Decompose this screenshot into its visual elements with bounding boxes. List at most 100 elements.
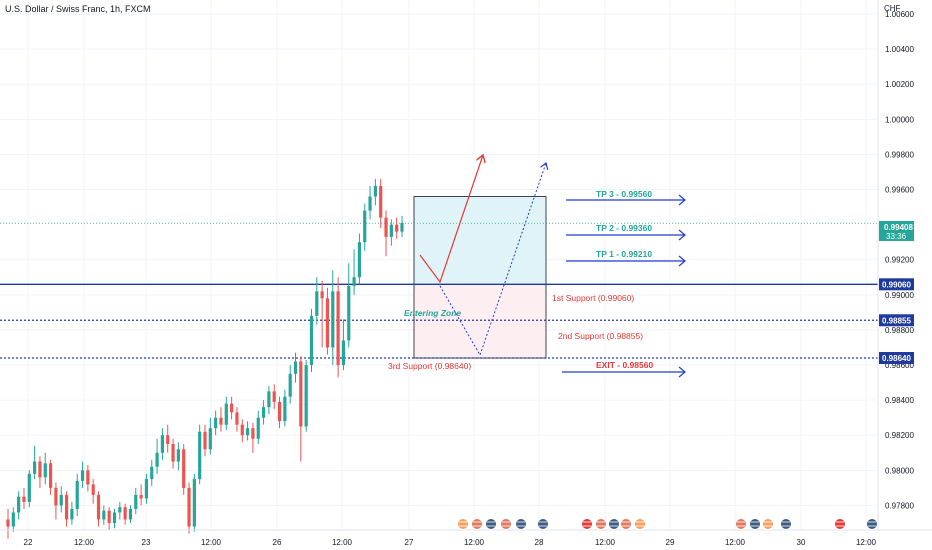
y-tick-label: 0.99800 [885,150,914,159]
candle-body [389,224,393,237]
y-tick-label: 0.98000 [885,466,914,475]
candle-body [251,428,255,439]
support3-label: 3rd Support (0.98640) [388,361,471,371]
economic-events [457,518,878,530]
y-tick-label: 0.97800 [885,501,914,510]
x-tick-label: 12:00 [201,538,222,547]
candles [6,179,404,539]
candle-body [208,428,212,450]
x-tick-label: 22 [24,538,33,547]
price-axis: CHF 1.00600 1.00400 1.00200 1.00000 0.99800 0… [877,0,914,530]
support1-label: 1st Support (0.99060) [552,293,634,303]
candle-body [224,403,228,425]
y-tick-label: 0.98800 [885,326,914,335]
scenario-arrows [419,155,546,357]
candle-body [112,512,117,523]
candle-body [214,417,218,429]
candle-body [272,391,276,402]
candle-body [38,461,42,478]
level-badge [879,314,914,327]
candle-body [171,444,175,462]
candle-body [299,361,303,427]
candle-body [70,508,74,520]
candle-body [336,291,340,366]
candle-body [48,463,53,488]
price-levels [0,222,878,359]
tp1-label: TP 1 - 0.99210 [596,249,652,259]
candle-body [379,186,383,218]
event-flag-icon [749,518,761,530]
y-tick-label: 0.98600 [885,361,914,370]
event-flag-icon [762,518,774,530]
x-tick-label: 12:00 [74,538,95,547]
entering-zone-label: Entering Zone [404,308,461,318]
candle-body [288,373,292,397]
time-axis: 22 12:00 23 12:00 26 12:00 27 12:00 28 12:00 29 12:… [0,529,932,547]
exit-label: EXIT - 0.98560 [596,360,653,370]
tp3-arrow-head [678,194,686,206]
trade-zone [413,196,547,359]
candle-body [395,224,399,232]
event-flag-icon [866,518,878,530]
candle-body [331,291,335,348]
tp1-arrow-head [678,255,686,267]
candle-body [182,449,186,488]
candle-body [219,417,223,425]
level-badge-label: 0.98640 [882,354,911,363]
x-tick-label: 23 [142,538,151,547]
take-profit-zone [414,196,546,285]
current-price: 0.99408 [884,223,913,232]
candle-body [17,496,21,513]
x-tick-label: 30 [797,538,806,547]
x-tick-label: 12:00 [464,538,485,547]
event-flag-icon [485,518,497,530]
candle-body [102,510,106,520]
candle-body [363,210,367,243]
y-tick-label: 0.99200 [885,256,914,265]
candle-body [22,496,26,502]
candle-body [155,452,159,467]
candle-body [320,291,324,299]
level-badge-label: 0.98855 [882,316,911,325]
candle-body [150,466,154,480]
event-flag-icon [457,518,469,530]
candle-body [54,487,58,506]
x-tick-label: 26 [273,538,282,547]
candle-body [6,519,10,527]
candle-body [11,512,15,527]
candle-body [325,298,330,348]
candle-body [357,242,362,278]
candle-body [187,487,191,527]
candle-body [176,449,180,462]
candle-body [203,431,207,450]
event-flag-icon [780,518,792,530]
stop-loss-zone [414,284,546,359]
candle-body [27,473,31,502]
candle-body [261,407,266,418]
candle-body [245,428,250,436]
y-tick-label: 1.00000 [885,115,914,124]
event-flag-icon [634,518,646,530]
bullish-path-arrow [419,155,483,284]
tp2-arrow-head [678,229,686,241]
candle-body [86,470,90,485]
level-badge [879,278,914,291]
candle-body [256,417,260,439]
candle-body [352,277,356,287]
candle-body [235,412,239,425]
level-badge [879,352,914,365]
candle-body [128,508,133,520]
candle-body [400,222,404,232]
x-tick-label: 12:00 [332,538,353,547]
candle-body [33,461,37,474]
y-tick-label: 1.00600 [885,10,914,19]
countdown: 33:36 [886,232,907,241]
candle-body [107,510,111,523]
candle-body [384,217,388,237]
candle-body [64,494,69,520]
candle-body [277,401,282,422]
candle-body [134,494,138,509]
candle-body [309,315,314,366]
chart-title: U.S. Dollar / Swiss Franc, 1h, FXCM [5,4,151,14]
